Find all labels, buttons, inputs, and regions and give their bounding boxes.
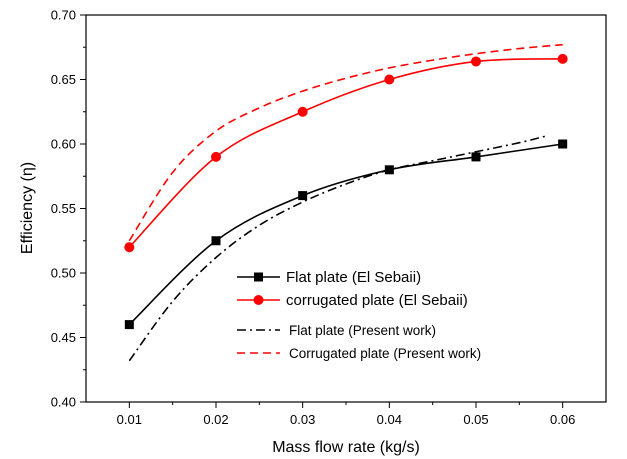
series-4 [128, 43, 563, 242]
data-point-circle [124, 242, 135, 253]
x-tick-label: 0.03 [290, 412, 315, 427]
axis-ticks: 0.01 0.02 0.03 0.04 0.05 0.06 0.40 0.45 0.50 0.55… [51, 8, 576, 428]
data-point-circle [211, 151, 221, 162]
y-tick-label: 0.60 [51, 137, 76, 152]
y-tick-label: 0.45 [51, 330, 76, 345]
series-layer [124, 43, 568, 362]
legend-label: Flat plate (El Sebaii) [286, 269, 421, 286]
legend-label: corrugated plate (El Sebaii) [286, 292, 468, 309]
x-tick-label: 0.02 [203, 412, 228, 427]
legend-marker-circle [253, 295, 264, 305]
legend-label: Corrugated plate (Present work) [289, 346, 481, 361]
y-tick-label: 0.50 [51, 266, 76, 281]
series-line [128, 43, 563, 242]
series-line [128, 143, 563, 326]
legend-marker-square [254, 272, 263, 282]
series-line [128, 58, 563, 248]
series-3 [128, 135, 546, 362]
y-tick-label: 0.55 [51, 201, 76, 216]
x-axis-title: Mass flow rate (kg/s) [272, 439, 420, 456]
x-tick-label: 0.05 [463, 412, 488, 427]
legend-label: Flat plate (Present work) [289, 323, 436, 338]
y-tick-label: 0.40 [51, 395, 76, 410]
y-tick-label: 0.65 [51, 72, 76, 87]
x-tick-label: 0.06 [550, 412, 575, 427]
x-tick-label: 0.04 [377, 412, 402, 427]
x-tick-label: 0.01 [117, 412, 142, 427]
data-point-circle [297, 106, 308, 117]
series-2 [124, 53, 568, 253]
y-axis-title: Efficiency (η) [19, 162, 36, 254]
data-point-square [124, 320, 134, 330]
data-point-square [558, 139, 568, 149]
data-point-circle [557, 53, 568, 64]
data-point-square [471, 152, 481, 162]
data-point-square [298, 191, 308, 201]
legend: Flat plate (El Sebaii) corrugated plate (… [237, 269, 481, 361]
data-point-square [211, 236, 221, 246]
data-point-circle [471, 56, 481, 67]
series-line [128, 135, 546, 362]
y-tick-label: 0.70 [51, 8, 76, 23]
data-point-circle [384, 74, 395, 85]
